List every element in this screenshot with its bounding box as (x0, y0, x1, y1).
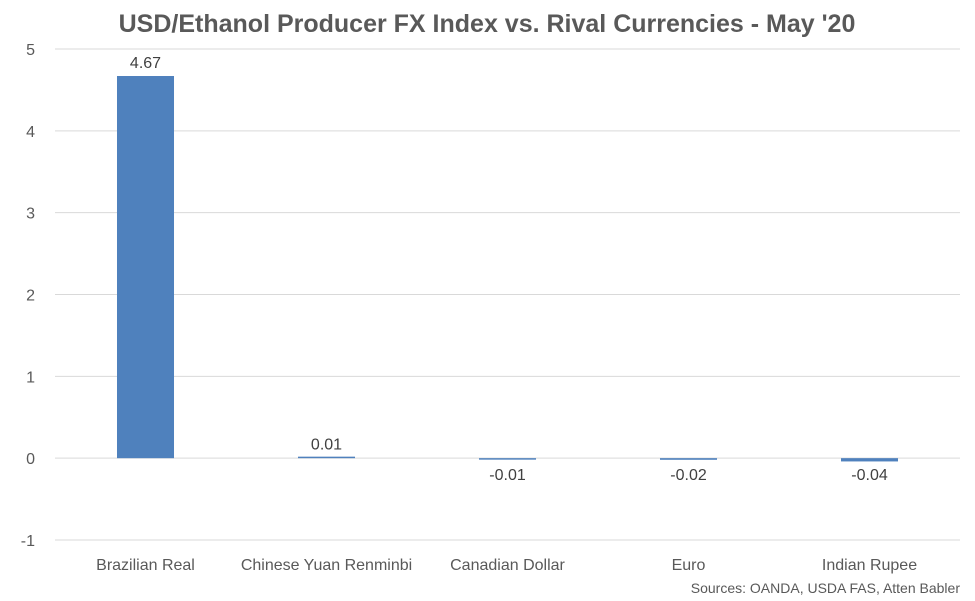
category-label-2: Canadian Dollar (450, 557, 565, 574)
data-label-1: 0.01 (311, 436, 342, 453)
data-labels: 4.67 0.01 -0.01 -0.02 -0.04 (130, 55, 888, 484)
category-label-1: Chinese Yuan Renminbi (241, 557, 412, 574)
y-tick-label-1: 0 (26, 451, 35, 468)
data-label-0: 4.67 (130, 55, 161, 72)
bar-3 (659, 458, 718, 460)
y-tick-label-5: 4 (26, 124, 35, 141)
source-note: Sources: OANDA, USDA FAS, Atten Babler (691, 580, 961, 596)
data-label-4: -0.04 (851, 467, 888, 484)
chart-title: USD/Ethanol Producer FX Index vs. Rival … (119, 10, 856, 38)
bar-4 (840, 458, 899, 462)
gridlines (55, 48, 960, 541)
category-label-3: Euro (672, 557, 706, 574)
y-tick-label-4: 3 (26, 206, 35, 223)
data-label-2: -0.01 (489, 467, 526, 484)
bar-0 (116, 76, 175, 459)
bar-2 (478, 458, 537, 460)
y-tick-label-2: 1 (26, 369, 35, 386)
y-tick-label-0: -1 (21, 533, 35, 550)
bar-1 (297, 456, 356, 459)
y-tick-label-6: 5 (26, 42, 35, 59)
bars (116, 76, 899, 462)
category-label-4: Indian Rupee (822, 557, 917, 574)
data-label-3: -0.02 (670, 467, 707, 484)
y-axis-tick-labels: -1 0 1 2 3 4 5 (21, 42, 35, 550)
category-labels: Brazilian Real Chinese Yuan Renminbi Canad… (96, 557, 917, 574)
y-tick-label-3: 2 (26, 288, 35, 305)
category-label-0: Brazilian Real (96, 557, 195, 574)
